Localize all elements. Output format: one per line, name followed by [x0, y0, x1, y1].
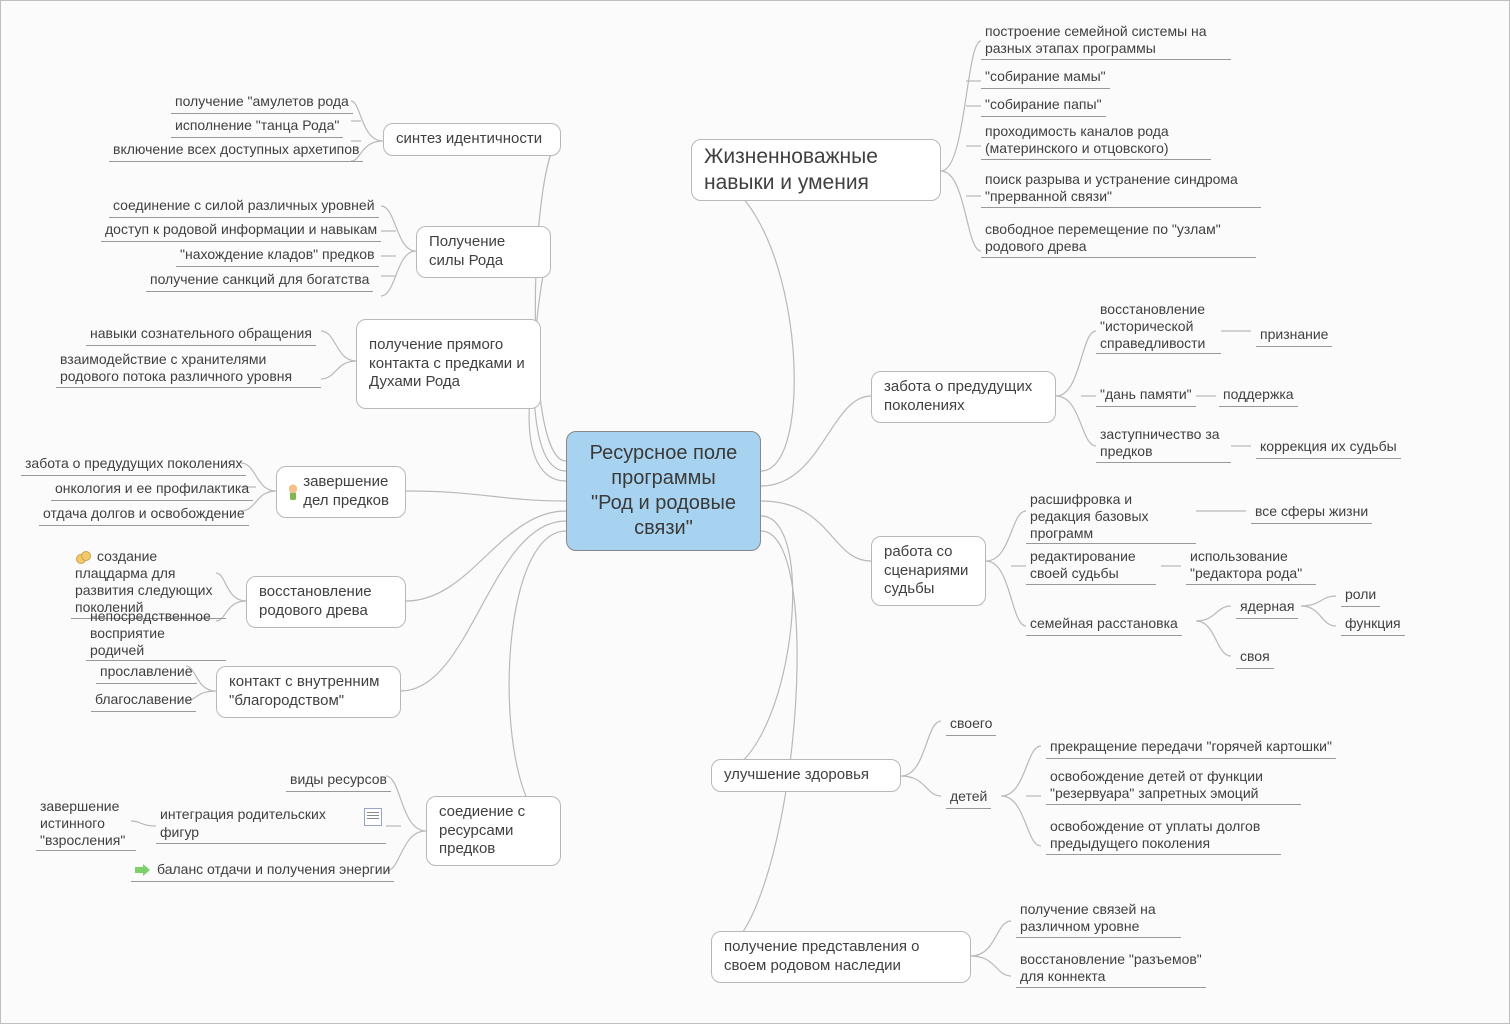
right-node-1: Жизненноважные навыки и умения [691, 139, 941, 201]
right-node-3: работа со сценариями судьбы [871, 536, 986, 606]
leaf: свободное перемещение по "узлам" родовог… [981, 219, 1256, 258]
leaf: интеграция родительских фигур [156, 804, 386, 844]
right-node-2: забота о предудущих поколениях [871, 371, 1056, 423]
leaf: непосредственное восприятие родичей [86, 606, 226, 661]
leaf: "собирание папы" [981, 94, 1106, 117]
leaf: своя [1236, 646, 1274, 669]
leaf: расшифровка и редакция базовых программ [1026, 489, 1196, 544]
leaf: завершение истинного "взросления" [36, 796, 136, 851]
right-node-4: улучшение здоровья [711, 759, 901, 792]
left-node-6: контакт с внутренним "благородством" [216, 666, 401, 718]
left-node-7: соедиение с ресурсами предков [426, 796, 561, 866]
leaf: получение санкций для богатства [146, 269, 373, 292]
leaf: исполнение "танца Рода" [171, 115, 343, 138]
leaf: навыки сознательного обращения [86, 323, 316, 346]
leaf: "дань памяти" [1096, 384, 1196, 407]
coins-icon [75, 549, 91, 565]
leaf: семейная расстановка [1026, 613, 1182, 636]
left-node-4: завершение дел предков [276, 466, 406, 518]
leaf: онкология и ее профилактика [51, 478, 253, 501]
left-node-3: получение прямого контакта с предками и … [356, 319, 541, 409]
leaf: роли [1341, 584, 1380, 607]
leaf: забота о предудущих поколениях [21, 453, 246, 476]
person-icon [289, 484, 297, 500]
arrow-icon [135, 862, 151, 878]
leaf: включение всех доступных архетипов [109, 139, 363, 162]
leaf: функция [1341, 613, 1405, 636]
leaf: виды ресурсов [286, 769, 391, 792]
leaf: восстановление "разъемов" для коннекта [1016, 949, 1206, 988]
leaf: построение семейной системы на разных эт… [981, 21, 1231, 60]
leaf: детей [946, 786, 991, 809]
leaf: "нахождение кладов" предков [176, 244, 379, 267]
leaf: ядерная [1236, 596, 1298, 619]
leaf: доступ к родовой информации и навыкам [101, 219, 381, 242]
left-node-1: синтез идентичности [383, 123, 561, 156]
center-text: Ресурсное поле программы "Род и родовые … [585, 441, 742, 541]
leaf: благославение [91, 689, 196, 712]
leaf: все сферы жизни [1251, 501, 1372, 524]
leaf: коррекция их судьбы [1256, 436, 1401, 459]
leaf: поддержка [1219, 384, 1298, 407]
leaf: соединение с силой различных уровней [109, 195, 379, 218]
leaf: заступничество за предков [1096, 424, 1231, 463]
right-node-5: получение представления о своем родовом … [711, 931, 971, 983]
note-icon [364, 808, 382, 826]
leaf: восстановление "исторической справедливо… [1096, 299, 1221, 354]
leaf: прекращение передачи "горячей картошки" [1046, 736, 1336, 759]
leaf: получение "амулетов рода [171, 91, 353, 114]
leaf: своего [946, 713, 996, 736]
leaf: поиск разрыва и устранение синдрома "пре… [981, 169, 1261, 208]
leaf: "собирание мамы" [981, 66, 1110, 89]
left-node-2: Получение силы Рода [416, 226, 551, 278]
leaf: освобождение детей от функции "резервуар… [1046, 766, 1301, 805]
leaf: получение связей на различном уровне [1016, 899, 1181, 938]
center-node: Ресурсное поле программы "Род и родовые … [566, 431, 761, 551]
leaf: признание [1256, 324, 1332, 347]
leaf: баланс отдачи и получения энергии [131, 859, 394, 882]
leaf: редактирование своей судьбы [1026, 546, 1156, 585]
leaf: отдача долгов и освобождение [39, 503, 249, 526]
leaf: прославление [96, 661, 197, 684]
left-node-5: восстановление родового древа [246, 576, 406, 628]
leaf: освобождение от уплаты долгов предыдущег… [1046, 816, 1281, 855]
mindmap-canvas: Ресурсное поле программы "Род и родовые … [0, 0, 1510, 1024]
leaf: проходимость каналов рода (материнского … [981, 121, 1211, 160]
leaf: взаимодействие с хранителями родового по… [56, 349, 321, 388]
leaf: использование "редактора рода" [1186, 546, 1316, 585]
